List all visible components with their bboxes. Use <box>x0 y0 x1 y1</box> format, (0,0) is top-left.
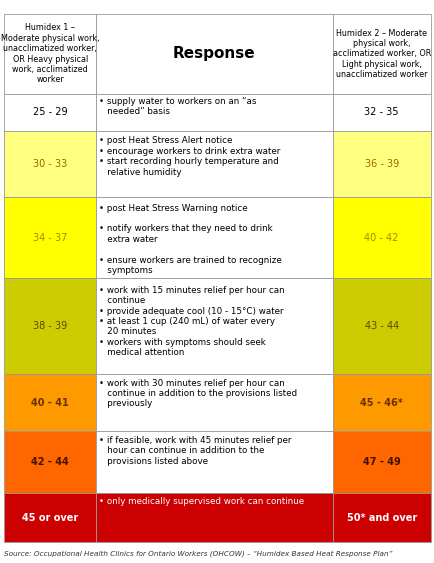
Bar <box>332 94 430 131</box>
Bar <box>332 197 430 278</box>
Text: Response: Response <box>173 47 255 61</box>
Bar <box>96 374 332 431</box>
Bar <box>332 131 430 197</box>
Text: • work with 30 minutes relief per hour can
   continue in addition to the provis: • work with 30 minutes relief per hour c… <box>99 379 296 409</box>
Text: 38 - 39: 38 - 39 <box>33 321 67 331</box>
Bar <box>96 493 332 542</box>
Bar <box>96 431 332 493</box>
Bar <box>96 94 332 131</box>
Text: 40 - 42: 40 - 42 <box>364 233 398 243</box>
Text: 50* and over: 50* and over <box>346 512 416 522</box>
Text: 30 - 33: 30 - 33 <box>33 159 67 169</box>
Bar <box>332 374 430 431</box>
Bar <box>332 278 430 374</box>
Bar <box>4 197 96 278</box>
Text: 45 or over: 45 or over <box>22 512 78 522</box>
Text: • post Heat Stress Warning notice

• notify workers that they need to drink
   e: • post Heat Stress Warning notice • noti… <box>99 204 281 275</box>
Bar <box>4 131 96 197</box>
Bar <box>96 278 332 374</box>
Bar <box>332 493 430 542</box>
Bar <box>4 14 96 94</box>
Bar <box>332 431 430 493</box>
Text: 42 - 44: 42 - 44 <box>31 457 69 467</box>
Text: • if feasible, work with 45 minutes relief per
   hour can continue in addition : • if feasible, work with 45 minutes reli… <box>99 436 291 466</box>
Bar <box>96 131 332 197</box>
Bar <box>96 197 332 278</box>
Text: Source: Occupational Health Clinics for Ontario Workers (OHCOW) – “Humidex Based: Source: Occupational Health Clinics for … <box>4 551 392 557</box>
Bar <box>96 14 332 94</box>
Text: 45 - 46*: 45 - 46* <box>359 397 402 408</box>
Text: 36 - 39: 36 - 39 <box>364 159 398 169</box>
Bar <box>4 431 96 493</box>
Text: 40 - 41: 40 - 41 <box>31 397 69 408</box>
Text: 32 - 35: 32 - 35 <box>364 108 398 118</box>
Text: • supply water to workers on an “as
   needed” basis: • supply water to workers on an “as need… <box>99 97 256 117</box>
Text: • post Heat Stress Alert notice
• encourage workers to drink extra water
• start: • post Heat Stress Alert notice • encour… <box>99 136 280 177</box>
Bar <box>332 14 430 94</box>
Bar <box>4 493 96 542</box>
Text: Humidex 1 –
Moderate physical work,
unacclimatized worker,
OR Heavy physical
wor: Humidex 1 – Moderate physical work, unac… <box>1 24 99 84</box>
Bar <box>4 374 96 431</box>
Text: 47 - 49: 47 - 49 <box>362 457 400 467</box>
Text: Humidex 2 – Moderate
physical work,
acclimatized worker, OR
Light physical work,: Humidex 2 – Moderate physical work, accl… <box>332 29 430 79</box>
Text: • only medically supervised work can continue: • only medically supervised work can con… <box>99 497 303 506</box>
Text: 34 - 37: 34 - 37 <box>33 233 67 243</box>
Text: 43 - 44: 43 - 44 <box>364 321 398 331</box>
Text: 25 - 29: 25 - 29 <box>33 108 67 118</box>
Bar <box>4 278 96 374</box>
Text: • work with 15 minutes relief per hour can
   continue
• provide adequate cool (: • work with 15 minutes relief per hour c… <box>99 286 284 357</box>
Bar <box>4 94 96 131</box>
